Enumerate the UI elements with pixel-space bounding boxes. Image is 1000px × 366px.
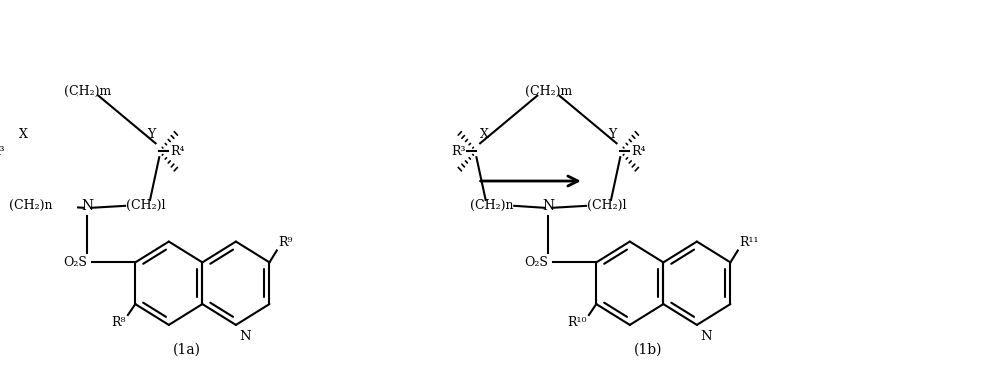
Text: O₂S: O₂S	[524, 256, 548, 269]
Text: N: N	[542, 199, 554, 213]
Text: R³: R³	[451, 145, 465, 158]
Text: R⁸: R⁸	[112, 316, 126, 329]
Text: R⁴: R⁴	[170, 145, 185, 158]
Text: N: N	[81, 199, 93, 213]
Text: X: X	[480, 128, 489, 141]
Text: (CH₂)l: (CH₂)l	[587, 199, 627, 212]
Text: R¹¹: R¹¹	[740, 236, 759, 250]
Text: Y: Y	[147, 128, 155, 141]
Text: (CH₂)n: (CH₂)n	[9, 199, 52, 212]
Text: Y: Y	[608, 128, 616, 141]
Text: R⁴: R⁴	[631, 145, 646, 158]
Text: O₂S: O₂S	[63, 256, 87, 269]
Text: R³: R³	[0, 145, 4, 158]
Text: (CH₂)l: (CH₂)l	[126, 199, 166, 212]
Text: (CH₂)m: (CH₂)m	[64, 85, 111, 98]
Text: X: X	[19, 128, 28, 141]
Text: N: N	[701, 330, 712, 343]
Text: (1a): (1a)	[173, 343, 201, 357]
Text: N: N	[240, 330, 251, 343]
Text: (CH₂)n: (CH₂)n	[470, 199, 513, 212]
Text: (1b): (1b)	[634, 343, 663, 357]
Text: R¹⁰: R¹⁰	[568, 316, 587, 329]
Text: (CH₂)m: (CH₂)m	[525, 85, 572, 98]
Text: R⁹: R⁹	[279, 236, 293, 250]
